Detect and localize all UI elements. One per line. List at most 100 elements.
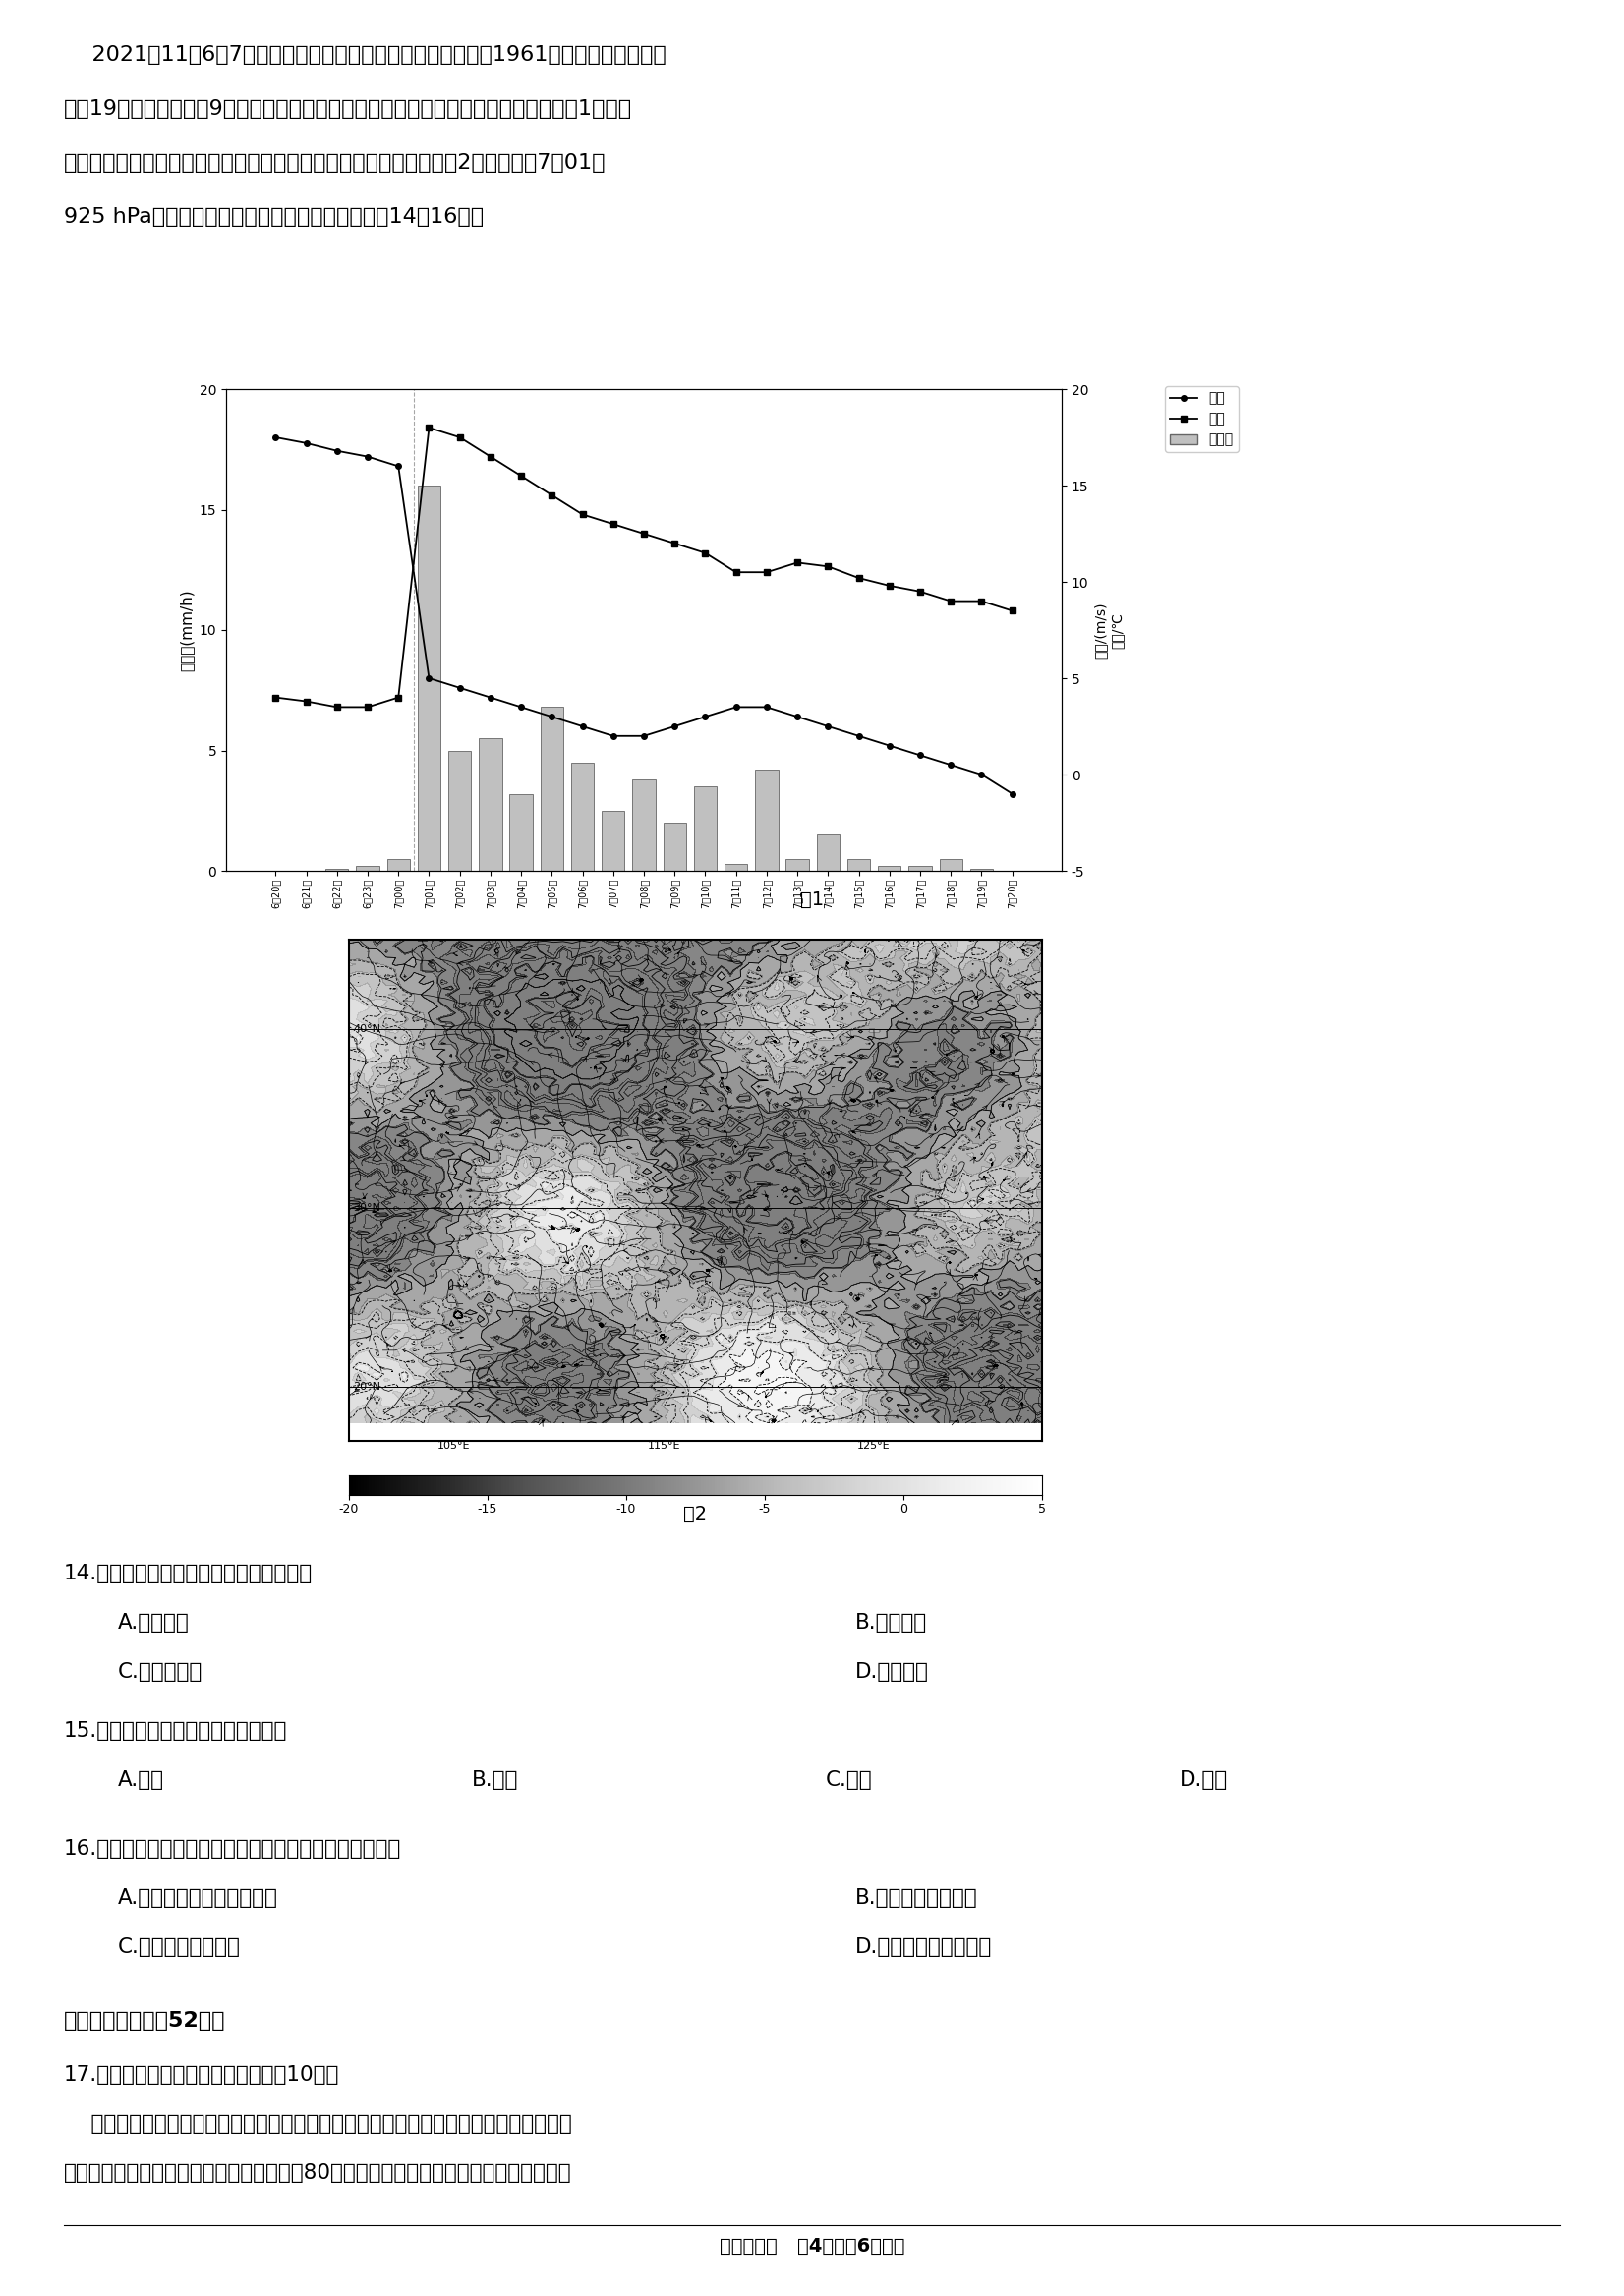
风速 <box>573 501 593 528</box>
FancyArrowPatch shape <box>828 1100 831 1104</box>
Text: 日，19个区（县）出现9级及以上阵风，本次过程鲁西地区降水和大风均较强。下面图1为该区: 日，19个区（县）出现9级及以上阵风，本次过程鲁西地区降水和大风均较强。下面图1… <box>63 99 632 119</box>
FancyArrowPatch shape <box>361 1261 365 1263</box>
FancyArrowPatch shape <box>905 1336 909 1341</box>
Bar <box>663 822 685 870</box>
Text: D.气压最高: D.气压最高 <box>856 1662 929 1681</box>
FancyArrowPatch shape <box>611 1079 615 1084</box>
Text: 二、非选择题：入52分。: 二、非选择题：入52分。 <box>63 2011 226 2030</box>
Text: C.东海: C.东海 <box>825 1770 872 1791</box>
FancyArrowPatch shape <box>401 1079 404 1084</box>
风速 <box>419 413 438 441</box>
FancyArrowPatch shape <box>603 1322 607 1327</box>
FancyArrowPatch shape <box>828 1173 833 1178</box>
FancyArrowPatch shape <box>750 1155 754 1159</box>
FancyArrowPatch shape <box>583 1270 588 1272</box>
FancyArrowPatch shape <box>440 1063 445 1068</box>
FancyArrowPatch shape <box>1023 951 1028 955</box>
FancyArrowPatch shape <box>744 1228 747 1233</box>
FancyArrowPatch shape <box>494 1378 499 1382</box>
FancyArrowPatch shape <box>973 1274 978 1281</box>
FancyArrowPatch shape <box>458 962 463 967</box>
FancyArrowPatch shape <box>931 1072 935 1075</box>
FancyArrowPatch shape <box>851 1130 856 1134</box>
风速 <box>512 461 531 489</box>
FancyArrowPatch shape <box>461 1313 466 1318</box>
Text: 【高三地理   第4页（共6页）】: 【高三地理 第4页（共6页）】 <box>719 2236 905 2255</box>
FancyArrowPatch shape <box>767 1100 771 1104</box>
FancyArrowPatch shape <box>934 1091 939 1095</box>
FancyArrowPatch shape <box>702 1086 706 1093</box>
FancyArrowPatch shape <box>1082 1348 1086 1352</box>
FancyArrowPatch shape <box>762 1056 767 1061</box>
风速 <box>633 519 653 546</box>
FancyArrowPatch shape <box>989 1401 994 1405</box>
FancyArrowPatch shape <box>391 1242 396 1244</box>
FancyArrowPatch shape <box>976 1134 979 1139</box>
FancyArrowPatch shape <box>624 1249 628 1254</box>
Bar <box>970 868 992 870</box>
气温 <box>695 703 715 730</box>
Bar <box>693 788 716 870</box>
FancyArrowPatch shape <box>614 1387 619 1391</box>
气温 <box>419 664 438 691</box>
Text: 16.下列关于此次极端天气对山东的影响的叙述，正确的是: 16.下列关于此次极端天气对山东的影响的叙述，正确的是 <box>63 1839 401 1860</box>
FancyArrowPatch shape <box>983 1068 987 1072</box>
Text: 20°N: 20°N <box>352 1382 380 1391</box>
FancyArrowPatch shape <box>1060 1384 1065 1389</box>
Text: 图2: 图2 <box>684 1504 706 1525</box>
FancyArrowPatch shape <box>387 1343 391 1348</box>
FancyArrowPatch shape <box>849 1097 854 1102</box>
FancyArrowPatch shape <box>997 1001 1002 1006</box>
FancyArrowPatch shape <box>375 1127 380 1132</box>
风速 <box>297 687 317 714</box>
FancyArrowPatch shape <box>856 1162 861 1164</box>
FancyArrowPatch shape <box>653 1318 658 1322</box>
FancyArrowPatch shape <box>464 1345 469 1350</box>
气温 <box>573 712 593 739</box>
FancyArrowPatch shape <box>817 976 822 983</box>
FancyArrowPatch shape <box>565 1325 570 1332</box>
风速 <box>357 693 377 721</box>
FancyArrowPatch shape <box>464 1235 471 1240</box>
FancyArrowPatch shape <box>947 1270 950 1274</box>
风速 <box>481 443 500 471</box>
风速 <box>388 684 408 712</box>
FancyArrowPatch shape <box>978 992 981 996</box>
气温 <box>297 429 317 457</box>
FancyArrowPatch shape <box>473 1141 477 1146</box>
FancyArrowPatch shape <box>461 1003 466 1006</box>
Text: B.气温最低: B.气温最低 <box>856 1612 927 1632</box>
FancyArrowPatch shape <box>692 974 697 978</box>
Text: 105°E: 105°E <box>437 1442 471 1451</box>
Y-axis label: 风速/(m/s)
气温/℃: 风速/(m/s) 气温/℃ <box>1095 602 1124 659</box>
FancyArrowPatch shape <box>403 1169 408 1173</box>
FancyArrowPatch shape <box>443 1325 448 1329</box>
Text: D.南海: D.南海 <box>1179 1770 1228 1791</box>
FancyArrowPatch shape <box>953 1102 958 1107</box>
FancyArrowPatch shape <box>1070 1343 1075 1348</box>
Text: 925 hPa水汽通量散度和流场分布图。读图，完成14～16题。: 925 hPa水汽通量散度和流场分布图。读图，完成14～16题。 <box>63 207 484 227</box>
FancyArrowPatch shape <box>1026 1189 1031 1192</box>
FancyArrowPatch shape <box>776 969 781 974</box>
FancyArrowPatch shape <box>836 1339 841 1343</box>
FancyArrowPatch shape <box>867 1123 870 1127</box>
气温 <box>971 760 991 788</box>
FancyArrowPatch shape <box>456 1155 461 1159</box>
气温 <box>388 452 408 480</box>
FancyArrowPatch shape <box>754 1189 758 1194</box>
Text: D.渔船因封冻停止出海: D.渔船因封冻停止出海 <box>856 1938 992 1956</box>
FancyArrowPatch shape <box>1049 1109 1056 1114</box>
FancyArrowPatch shape <box>468 1389 473 1394</box>
FancyArrowPatch shape <box>529 1061 534 1065</box>
FancyArrowPatch shape <box>841 1054 844 1058</box>
FancyArrowPatch shape <box>529 1100 534 1104</box>
气温 <box>450 675 469 703</box>
FancyArrowPatch shape <box>877 1102 882 1107</box>
Bar <box>479 739 502 870</box>
FancyArrowPatch shape <box>1064 955 1069 960</box>
FancyArrowPatch shape <box>804 1240 809 1244</box>
FancyArrowPatch shape <box>866 1242 870 1247</box>
FancyArrowPatch shape <box>674 953 679 957</box>
FancyArrowPatch shape <box>898 978 903 983</box>
FancyArrowPatch shape <box>568 987 573 992</box>
